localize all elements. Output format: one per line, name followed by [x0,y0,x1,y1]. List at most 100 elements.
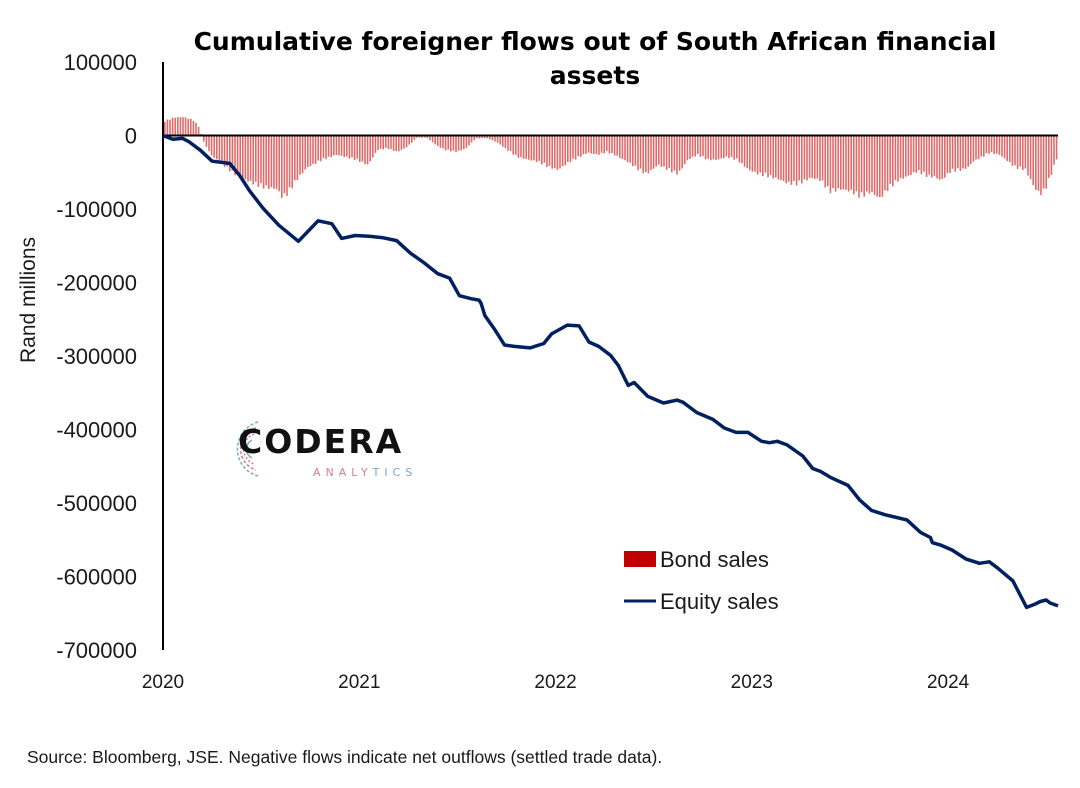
bond-sales-bar [164,121,166,136]
bond-sales-bar [567,135,569,162]
x-tick-label: 2021 [338,672,380,693]
bond-sales-bar [416,135,418,138]
bond-sales-bar [803,135,806,180]
bond-sales-bar [561,135,564,167]
bond-sales-bar [351,135,353,158]
bond-sales-bar [580,135,582,157]
bond-sales-bar [353,135,356,161]
bond-sales-bars [164,117,1058,198]
bond-sales-bar [463,135,465,150]
bond-sales-bar [652,135,655,169]
bond-sales-bar [957,135,959,169]
bond-sales-bar [1029,135,1032,180]
bond-sales-bar [255,135,257,182]
y-tick-label: -400000 [56,418,137,443]
bond-sales-bar [832,135,834,189]
bond-sales-bar [247,135,249,182]
bond-sales-bar [234,135,236,176]
bond-sales-bar [564,135,566,166]
bond-sales-bar [470,135,473,143]
bond-sales-bar [985,135,988,154]
bond-sales-bar [941,135,943,179]
bond-sales-bar [624,135,626,161]
bond-sales-bar [426,135,429,139]
bond-sales-bar [946,135,949,174]
bond-sales-bar [522,135,525,159]
bond-sales-bar [174,117,176,136]
bond-sales-bar [166,119,169,136]
bond-sales-bar [1016,135,1019,170]
bond-sales-bar [759,135,761,173]
bond-sales-bar [827,135,829,187]
bond-sales-bar [697,135,699,154]
legend-label-bond-sales: Bond sales [660,547,769,572]
bond-sales-bar [751,135,754,172]
bond-sales-bar [330,135,332,158]
source-note: Source: Bloomberg, JSE. Negative flows i… [27,747,663,767]
bond-sales-bar [192,120,195,136]
bond-sales-bar [179,117,182,136]
bond-sales-bar [629,135,631,163]
bond-sales-bar [538,135,540,161]
bond-sales-bar [1027,135,1029,176]
bond-sales-bar [348,135,351,159]
bond-sales-bar [663,135,665,167]
bond-sales-bar [925,135,928,177]
bond-sales-bar [793,135,795,181]
bond-sales-bar [197,126,200,136]
bond-sales-bar [554,135,556,169]
bond-sales-bar [590,135,592,154]
bond-sales-bar [304,135,306,170]
bond-sales-bar [429,135,431,141]
bond-sales-bar [730,135,733,157]
bond-sales-bar [907,135,910,176]
bond-sales-bar [283,135,286,194]
bond-sales-bar [210,135,213,156]
bond-sales-bar [738,135,741,163]
bond-sales-bar [1048,135,1050,179]
logo-subtitle-part-1: ANALY [313,466,373,479]
bond-sales-bar [936,135,938,179]
bond-sales-bar [673,135,676,171]
bond-sales-bar [847,135,850,192]
bond-sales-bar [608,135,611,154]
bond-sales-bar [528,135,530,160]
bond-sales-bar [286,135,288,196]
bond-sales-bar [840,135,842,190]
bond-sales-bar [998,135,1001,155]
bond-sales-bar [889,135,891,184]
bond-sales-bar [967,135,969,167]
bond-sales-bar [845,135,847,190]
y-tick-label: -600000 [56,565,137,590]
bond-sales-bar [301,135,304,174]
bond-sales-bar [949,135,951,173]
bond-sales-bar [543,135,546,163]
bond-sales-bar [356,135,358,159]
bond-sales-bar [972,135,975,162]
bond-sales-bar [829,135,832,194]
bond-sales-bar [569,135,572,163]
bond-sales-bar [951,135,954,169]
bond-sales-bar [928,135,930,175]
bond-sales-bar [977,135,980,160]
bond-sales-bar [559,135,561,169]
bond-sales-bar [866,135,868,192]
bond-sales-bar [387,135,390,150]
logo-circuit-icon [236,421,259,477]
bond-sales-bar [873,135,876,195]
bond-sales-bar [171,117,174,136]
bond-sales-bar [325,135,327,160]
bond-sales-bar [372,135,374,158]
bond-sales-bar [481,135,483,139]
bond-sales-bar [964,135,967,169]
bond-sales-bar [980,135,982,157]
bond-sales-bar [478,135,481,139]
bond-sales-bar [405,135,408,148]
bond-sales-bar [837,135,839,189]
bond-sales-bar [468,135,470,146]
y-axis-label: Rand millions [17,237,40,363]
bond-sales-bar [177,117,179,136]
bond-sales-bar [1001,135,1003,157]
bond-sales-bar [379,135,382,149]
bond-sales-bar [741,135,743,164]
